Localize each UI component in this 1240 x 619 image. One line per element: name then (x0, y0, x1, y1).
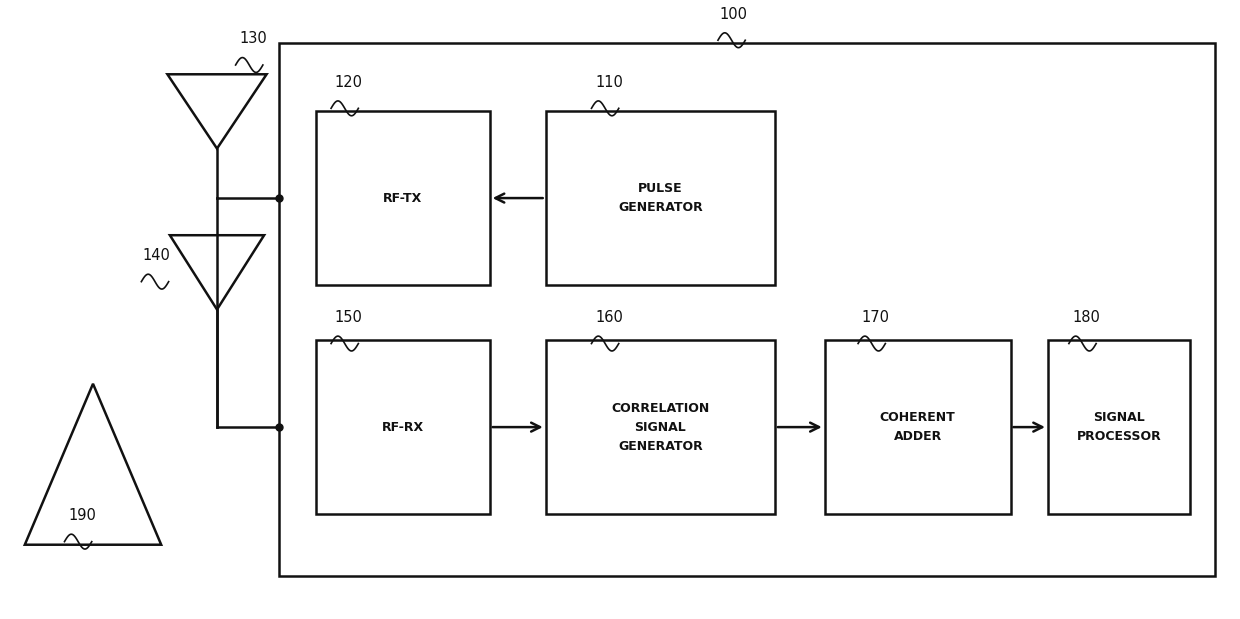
Text: RF-TX: RF-TX (383, 191, 423, 205)
Text: CORRELATION
SIGNAL
GENERATOR: CORRELATION SIGNAL GENERATOR (611, 402, 709, 452)
Text: 170: 170 (862, 310, 890, 325)
Text: 110: 110 (595, 75, 622, 90)
Text: 180: 180 (1073, 310, 1100, 325)
Text: 150: 150 (335, 310, 362, 325)
Text: COHERENT
ADDER: COHERENT ADDER (879, 411, 956, 443)
Bar (546, 340, 775, 514)
Bar (316, 111, 490, 285)
Text: 130: 130 (239, 32, 267, 46)
Text: 100: 100 (719, 7, 748, 22)
Text: 190: 190 (68, 508, 95, 523)
Bar (546, 111, 775, 285)
Bar (279, 43, 1215, 576)
Text: 140: 140 (143, 248, 170, 263)
Text: PULSE
GENERATOR: PULSE GENERATOR (618, 182, 703, 214)
Text: RF-RX: RF-RX (382, 420, 424, 434)
Polygon shape (25, 384, 161, 545)
Text: SIGNAL
PROCESSOR: SIGNAL PROCESSOR (1076, 411, 1162, 443)
Bar (316, 340, 490, 514)
Polygon shape (170, 235, 264, 310)
Bar (1048, 340, 1190, 514)
Polygon shape (167, 74, 267, 149)
Text: 160: 160 (595, 310, 622, 325)
Text: 120: 120 (335, 75, 363, 90)
Bar (825, 340, 1011, 514)
